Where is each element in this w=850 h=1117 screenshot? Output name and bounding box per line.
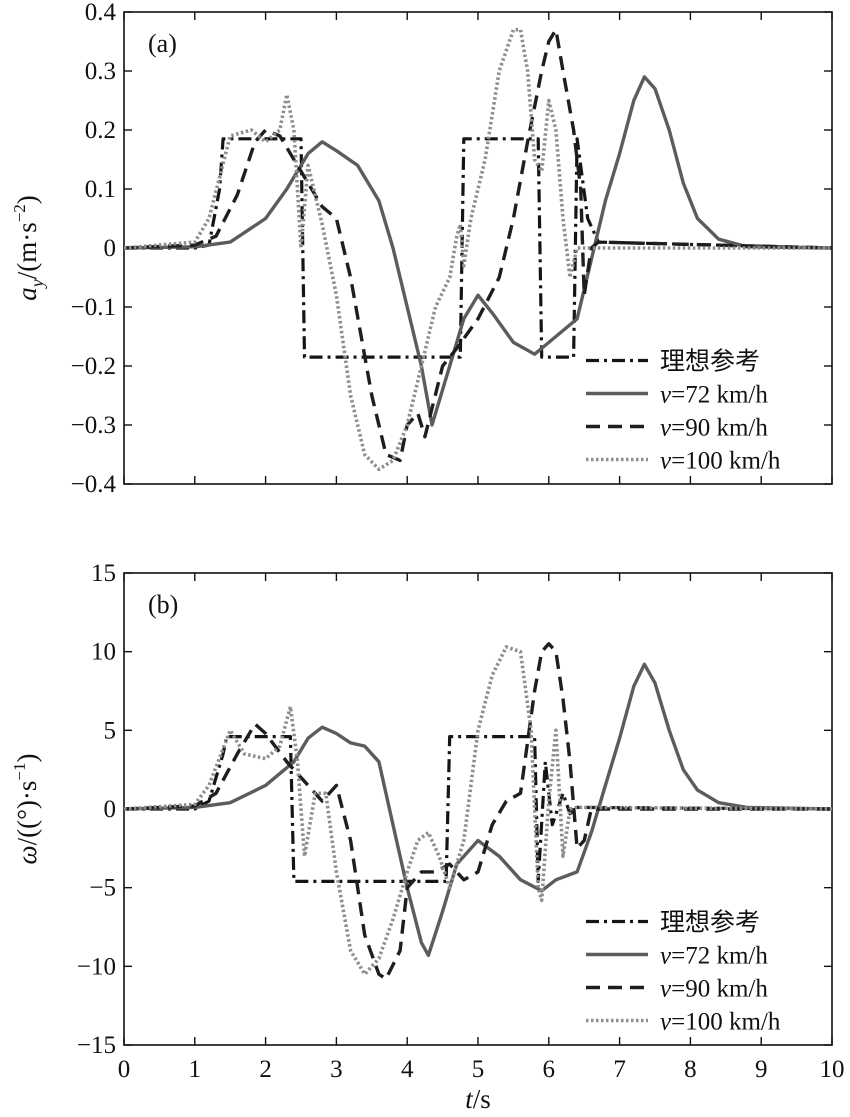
panel-b-xtick-label: 9 — [755, 1056, 768, 1083]
panel-b-xlabel-unit: /s — [473, 1084, 491, 1114]
panel-b-ytick-label: −15 — [77, 1032, 116, 1059]
panel-a-series-solid-line — [124, 75, 832, 427]
panel-b-ytick-label: 5 — [104, 717, 117, 744]
panel-b-ylabel-unit: /((°)·s — [12, 781, 42, 846]
panel-b-series-solid-line — [124, 662, 832, 957]
panel-b-xtick-label: 2 — [259, 1056, 272, 1083]
panel-b-series-dotted-line — [124, 645, 832, 976]
panel-b-ytick-label: 10 — [91, 639, 116, 666]
panel-a-ylabel: ay/(m·s−2) — [10, 195, 47, 301]
panel-b-xtick-label: 6 — [543, 1056, 556, 1083]
panel-b-ylabel-close: ) — [12, 754, 42, 763]
panel-a-ytick-label: −0.2 — [71, 353, 116, 380]
panel-a: −0.4 −0.3 −0.2 −0.1 0 0.1 0.2 0.3 0.4 (a) ay/(m·… — [10, 0, 833, 498]
panel-b: 0 1 2 3 4 5 6 7 8 9 10 −15 −10 −5 0 5 10 15 (b) ω/((°)·s−… — [10, 560, 845, 1114]
panel-b-xtick-label: 4 — [401, 1056, 414, 1083]
panel-a-series-dotted-line — [124, 27, 832, 472]
panel-a-ylabel-sub: y — [27, 279, 47, 289]
panel-a-legend-label: 理想参考 — [660, 348, 760, 376]
panel-a-ytick-label: 0.1 — [85, 176, 116, 203]
panel-a-legend-label: v=90 km/h — [660, 415, 768, 442]
panel-a-ylabel-sup: −2 — [10, 204, 29, 222]
panel-a-ytick-label: 0.2 — [85, 117, 116, 144]
panel-b-xtick-label: 10 — [820, 1056, 845, 1083]
panel-b-ylabel: ω/((°)·s−1) — [10, 754, 42, 865]
panel-a-frame — [123, 11, 833, 485]
panel-b-xlabel: t/s — [465, 1084, 491, 1114]
panel-a-ytick-label: −0.3 — [71, 412, 116, 439]
panel-a-ytick-label: 0.3 — [85, 58, 116, 85]
panel-b-ylabel-symbol: ω — [12, 845, 42, 864]
panel-a-ylabel-close: ) — [12, 195, 42, 204]
panel-a-tag: (a) — [148, 29, 177, 58]
panel-a-ytick-label: 0 — [104, 235, 117, 262]
panel-b-ylabel-sup: −1 — [10, 763, 29, 781]
panel-a-legend: 理想参考 v=72 km/h v=90 km/h v=100 km/h — [586, 348, 781, 475]
panel-a-ylabel-symbol: a — [12, 287, 42, 301]
panel-a-series-dashed-line — [124, 28, 832, 463]
panel-b-legend-label: v=72 km/h — [660, 943, 768, 970]
panel-b-xtick-label: 3 — [330, 1056, 343, 1083]
panel-b-tag: (b) — [148, 590, 178, 619]
panel-a-ytick-label: 0.4 — [85, 0, 117, 26]
panel-b-ytick-label: −10 — [77, 953, 116, 980]
panel-b-xlabel-symbol: t — [465, 1084, 474, 1114]
panel-b-ytick-label: −5 — [89, 875, 116, 902]
panel-b-ytick-label: 0 — [104, 796, 117, 823]
panel-b-xtick-label: 1 — [189, 1056, 202, 1083]
panel-a-legend-label: v=72 km/h — [660, 382, 768, 409]
panel-b-xtick-label: 5 — [472, 1056, 485, 1083]
panel-a-series-dashdot-line — [124, 137, 832, 359]
panel-a-ytick-label: −0.1 — [71, 294, 116, 321]
panel-b-xtick-label: 0 — [118, 1056, 131, 1083]
panel-b-xtick-label: 8 — [684, 1056, 697, 1083]
panel-b-legend-label: 理想参考 — [660, 909, 760, 937]
panel-b-series-dashdot-line — [124, 735, 832, 883]
panel-a-legend-label: v=100 km/h — [660, 448, 781, 475]
panel-b-ytick-label: 15 — [91, 560, 116, 587]
panel-b-legend-label: v=90 km/h — [660, 976, 768, 1003]
panel-b-legend-label: v=100 km/h — [660, 1009, 781, 1036]
panel-a-ylabel-unit: /(m·s — [12, 222, 42, 279]
panel-b-series-dashed-line — [124, 642, 832, 981]
panel-a-ytick-label: −0.4 — [71, 471, 117, 498]
panel-b-legend: 理想参考 v=72 km/h v=90 km/h v=100 km/h — [586, 909, 781, 1036]
panel-b-xtick-label: 7 — [613, 1056, 626, 1083]
